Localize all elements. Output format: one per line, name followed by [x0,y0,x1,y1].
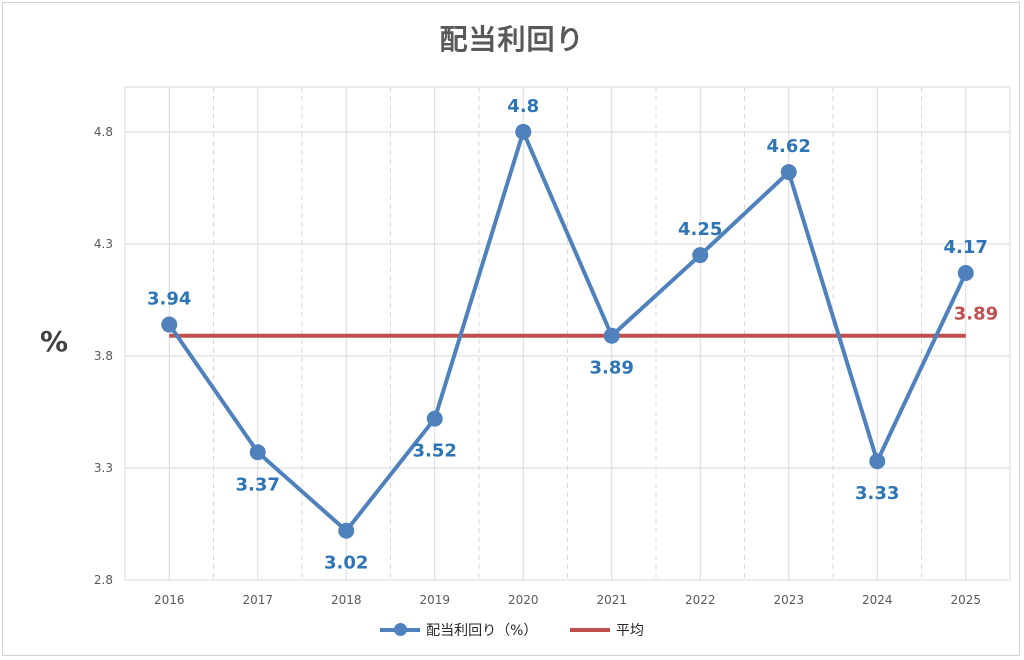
data-point [515,123,532,140]
y-tick-label: 4.8 [94,125,113,139]
data-label: 3.94 [147,289,191,310]
x-tick-label: 2023 [773,593,804,607]
x-tick-label: 2024 [862,593,893,607]
data-label: 4.25 [678,219,722,240]
data-point [692,247,709,264]
data-label: 3.37 [236,474,280,495]
data-point [161,316,178,333]
data-point [869,453,886,470]
legend-yield-swatch [380,623,421,636]
y-tick-label: 3.8 [94,349,113,363]
x-tick-label: 2020 [508,593,539,607]
x-tick-label: 2019 [419,593,450,607]
data-label: 3.33 [855,483,899,504]
data-label: 3.89 [590,358,634,379]
x-tick-label: 2017 [242,593,273,607]
data-label: 4.17 [944,237,988,258]
data-point [603,327,620,344]
data-point [780,164,797,181]
legend-item-average: 平均 [569,620,644,640]
data-label: 4.8 [507,96,539,117]
data-point [426,410,443,427]
legend-average-label: 平均 [615,623,644,639]
y-tick-label: 4.3 [94,237,113,251]
data-point [957,264,974,281]
x-tick-label: 2022 [685,593,716,607]
x-tick-label: 2025 [950,593,981,607]
x-tick-label: 2021 [596,593,627,607]
data-label: 4.62 [767,136,811,157]
yield-line [167,129,968,533]
y-axis-label: % [40,325,69,358]
average-data-label: 3.89 [954,304,998,325]
data-point [338,522,355,539]
data-label: 3.02 [324,553,368,574]
legend-average-swatch [569,628,610,632]
chart-title: 配当利回り [439,23,585,56]
y-tick-label: 2.8 [94,573,113,587]
data-label: 3.52 [413,441,457,462]
legend-yield-label: 配当利回り（%） [426,623,538,639]
data-point [249,444,266,461]
x-tick-label: 2018 [331,593,362,607]
legend: 配当利回り（%） 平均 [0,620,1024,640]
legend-item-yield: 配当利回り（%） [380,620,537,640]
y-tick-label: 3.3 [94,461,113,475]
x-tick-label: 2016 [154,593,185,607]
